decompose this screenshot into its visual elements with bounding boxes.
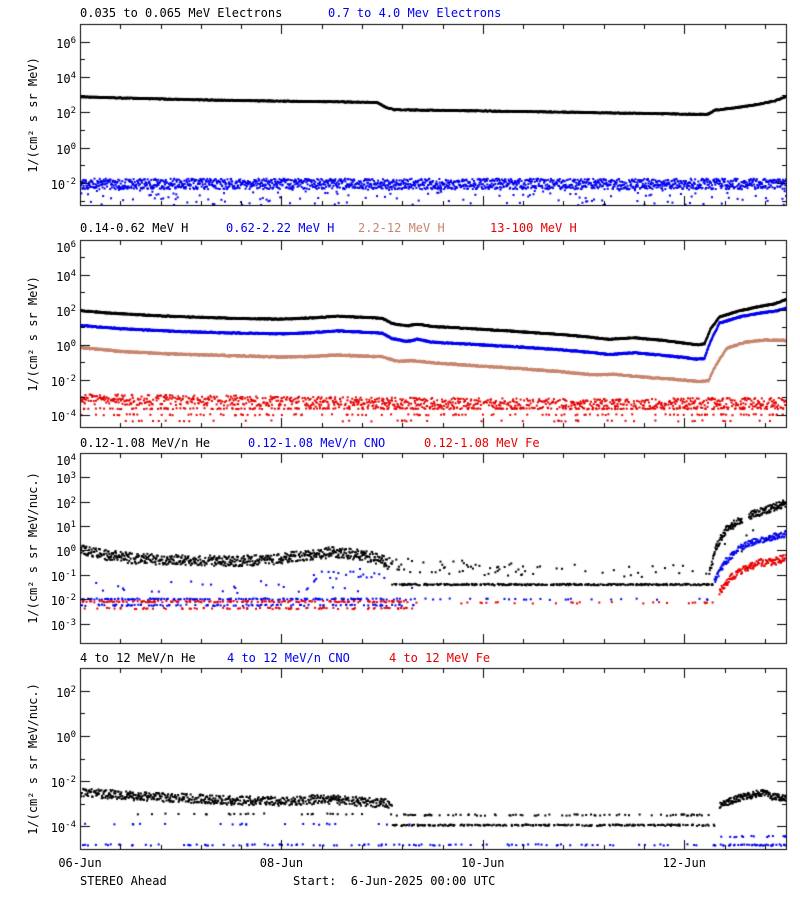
legend-fe-high: 4 to 12 MeV Fe <box>389 651 491 665</box>
legend-h1: 0.14-0.62 MeV H <box>80 221 189 235</box>
legend-he-low: 0.12-1.08 MeV/n He <box>80 436 211 450</box>
legend-cno-low: 0.12-1.08 MeV/n CNO <box>248 436 386 450</box>
y-tick-label: 104 <box>56 268 76 284</box>
legend-h2: 0.62-2.22 MeV H <box>226 221 335 235</box>
start-time-label: Start: 6-Jun-2025 00:00 UTC <box>293 874 496 888</box>
y-tick-label: 102 <box>56 106 76 122</box>
y-tick-label: 104 <box>56 71 76 87</box>
y-tick-label: 10-2 <box>50 775 76 791</box>
y-tick-label: 102 <box>56 684 76 700</box>
panel3-legend: 0.12-1.08 MeV/n He 0.12-1.08 MeV/n CNO 0… <box>0 436 800 451</box>
y-tick-label: 104 <box>56 453 76 468</box>
x-tick-label: 12-Jun <box>662 856 706 870</box>
y-tick-label: 103 <box>56 471 76 487</box>
y-tick-label: 10-2 <box>50 177 76 193</box>
y-tick-label: 106 <box>56 240 76 255</box>
legend-cno-high: 4 to 12 MeV/n CNO <box>227 651 350 665</box>
y-tick-label: 106 <box>56 35 76 51</box>
legend-h3: 2.2-12 MeV H <box>358 221 445 235</box>
legend-fe-low: 0.12-1.08 MeV Fe <box>424 436 540 450</box>
panel1-legend: 0.035 to 0.065 MeV Electrons 0.7 to 4.0 … <box>0 6 800 21</box>
y-tick-label: 10-1 <box>50 568 76 584</box>
y-tick-label: 10-4 <box>50 408 76 424</box>
y-tick-label: 101 <box>56 520 76 536</box>
panel4-legend: 4 to 12 MeV/n He 4 to 12 MeV/n CNO 4 to … <box>0 651 800 666</box>
x-tick-label: 06-Jun <box>58 856 102 870</box>
panel2-legend: 0.14-0.62 MeV H 0.62-2.22 MeV H 2.2-12 M… <box>0 221 800 236</box>
y-tick-label: 10-4 <box>50 820 76 836</box>
y-tick-label: 10-2 <box>50 593 76 609</box>
legend-h4: 13-100 MeV H <box>490 221 577 235</box>
y-tick-label: 100 <box>56 141 76 157</box>
x-tick-label: 08-Jun <box>259 856 304 870</box>
y-tick-label: 10-3 <box>50 617 76 633</box>
y-tick-label: 102 <box>56 495 76 511</box>
y-tick-label: 100 <box>56 544 76 560</box>
panel4-y-axis-label: 1/(cm² s sr MeV/nuc.) <box>26 683 40 835</box>
legend-electrons-high: 0.7 to 4.0 Mev Electrons <box>328 6 502 20</box>
y-tick-label: 102 <box>56 303 76 319</box>
x-tick-label: 10-Jun <box>461 856 505 870</box>
spacecraft-label: STEREO Ahead <box>80 874 167 888</box>
y-tick-label: 100 <box>56 338 76 354</box>
legend-he-high: 4 to 12 MeV/n He <box>80 651 196 665</box>
y-tick-label: 10-2 <box>50 373 76 389</box>
y-tick-label: 100 <box>56 729 76 745</box>
legend-electrons-low: 0.035 to 0.065 MeV Electrons <box>80 6 283 20</box>
